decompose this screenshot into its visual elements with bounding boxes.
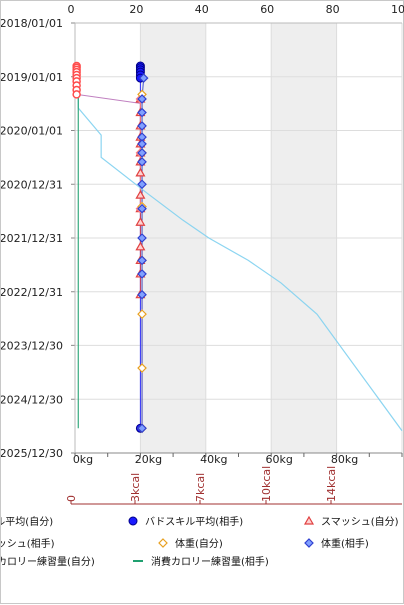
x-top-tick-label: 10 [391, 3, 404, 16]
legend-label: 体重(自分) [175, 537, 223, 550]
legend-item: 体重(自分) [158, 537, 223, 550]
series-point-5 [137, 269, 147, 279]
legend-item: 消費カロリー練習量(相手) [133, 555, 269, 568]
x-bottom-tick-label: 40kg [200, 453, 227, 466]
y-tick-label: 2022/12/31 [1, 286, 63, 299]
legend-item: 体重(相手) [304, 537, 369, 550]
series-point-5 [137, 148, 147, 158]
series-point-5 [137, 233, 147, 243]
series-point-2 [135, 241, 146, 251]
series-point-5 [137, 255, 147, 266]
y-tick-label: 2019/01/01 [1, 71, 63, 84]
cal-tick-label: 7kcal [194, 473, 207, 502]
x-top-tick-label: 60 [260, 3, 274, 16]
y-tick-label: 2023/12/30 [1, 339, 63, 352]
series-point-5 [138, 73, 149, 83]
series-point-5 [137, 157, 147, 167]
legend-symbol [158, 538, 168, 548]
x-bottom-tick-label: 80kg [331, 453, 358, 466]
series-point-0 [72, 90, 81, 99]
series-point-5 [137, 94, 147, 104]
legend-symbol [303, 515, 315, 525]
y-tick-label: 2021/12/31 [1, 232, 63, 245]
plot-axes: 2018/01/01 2019/01/01 2020/01/01 2020/12/31… [1, 3, 404, 505]
series-point-4 [137, 309, 147, 319]
legend-label: スマッシュ(自分) [321, 515, 399, 528]
legend-label: 消費カロリー練習量(自分) [1, 555, 95, 568]
y-tick-label: 2020/12/31 [1, 178, 63, 191]
y-tick-label: 2025/12/30 [1, 447, 63, 460]
chart-legend: バドスキル平均(自分) バドスキル平均(相手) スマッシュ(自分) スマッシュ(相手)… [1, 515, 399, 568]
x-top-tick-label: 20 [129, 3, 143, 16]
legend-item: スマッシュ(自分) [303, 515, 399, 528]
cal-tick-label: 14kcal [325, 466, 338, 502]
series-point-5 [137, 203, 147, 214]
series-point-5 [137, 289, 147, 300]
y-tick-label: 2020/01/01 [1, 125, 63, 138]
series-point-4 [137, 363, 147, 373]
x-top-tick-label: 40 [195, 3, 209, 16]
legend-label: スマッシュ(相手) [1, 537, 55, 550]
series-point-5 [137, 423, 147, 434]
y-tick-label: 2024/12/30 [1, 393, 63, 406]
legend-label: 消費カロリー練習量(相手) [151, 555, 269, 568]
series-point-5 [137, 121, 147, 131]
cal-tick-label: 10kcal [260, 466, 273, 502]
cal-tick-label: 3kcal [129, 473, 142, 502]
legend-label: バドスキル平均(自分) [1, 515, 53, 528]
legend-item: スマッシュ(相手) [1, 537, 55, 550]
y-tick-label: 2018/01/01 [1, 17, 63, 30]
series-line-6 [77, 94, 403, 432]
connector-line [76, 93, 141, 104]
x-top-tick-label: 80 [326, 3, 340, 16]
plot-grid [75, 22, 403, 454]
legend-symbol [304, 538, 314, 548]
series-point-2 [135, 189, 146, 199]
x-bottom-tick-label: 0kg [73, 453, 93, 466]
legend-label: 体重(相手) [321, 537, 369, 550]
plot-series [72, 61, 403, 434]
series-point-2 [135, 167, 146, 177]
legend-item: 消費カロリー練習量(自分) [1, 555, 95, 568]
legend-symbol [128, 516, 138, 526]
legend-label: バドスキル平均(相手) [145, 515, 243, 528]
x-bottom-tick-label: 60kg [266, 453, 293, 466]
series-point-2 [135, 217, 146, 226]
series-point-5 [137, 107, 147, 118]
cal-tick-label: 0 [65, 495, 78, 502]
x-bottom-tick-label: 20kg [135, 453, 162, 466]
legend-item: バドスキル平均(自分) [1, 515, 53, 528]
series-point-5 [137, 179, 147, 190]
x-top-tick-label: 0 [68, 3, 75, 16]
series-point-5 [137, 139, 147, 149]
legend-item: バドスキル平均(相手) [128, 515, 243, 528]
